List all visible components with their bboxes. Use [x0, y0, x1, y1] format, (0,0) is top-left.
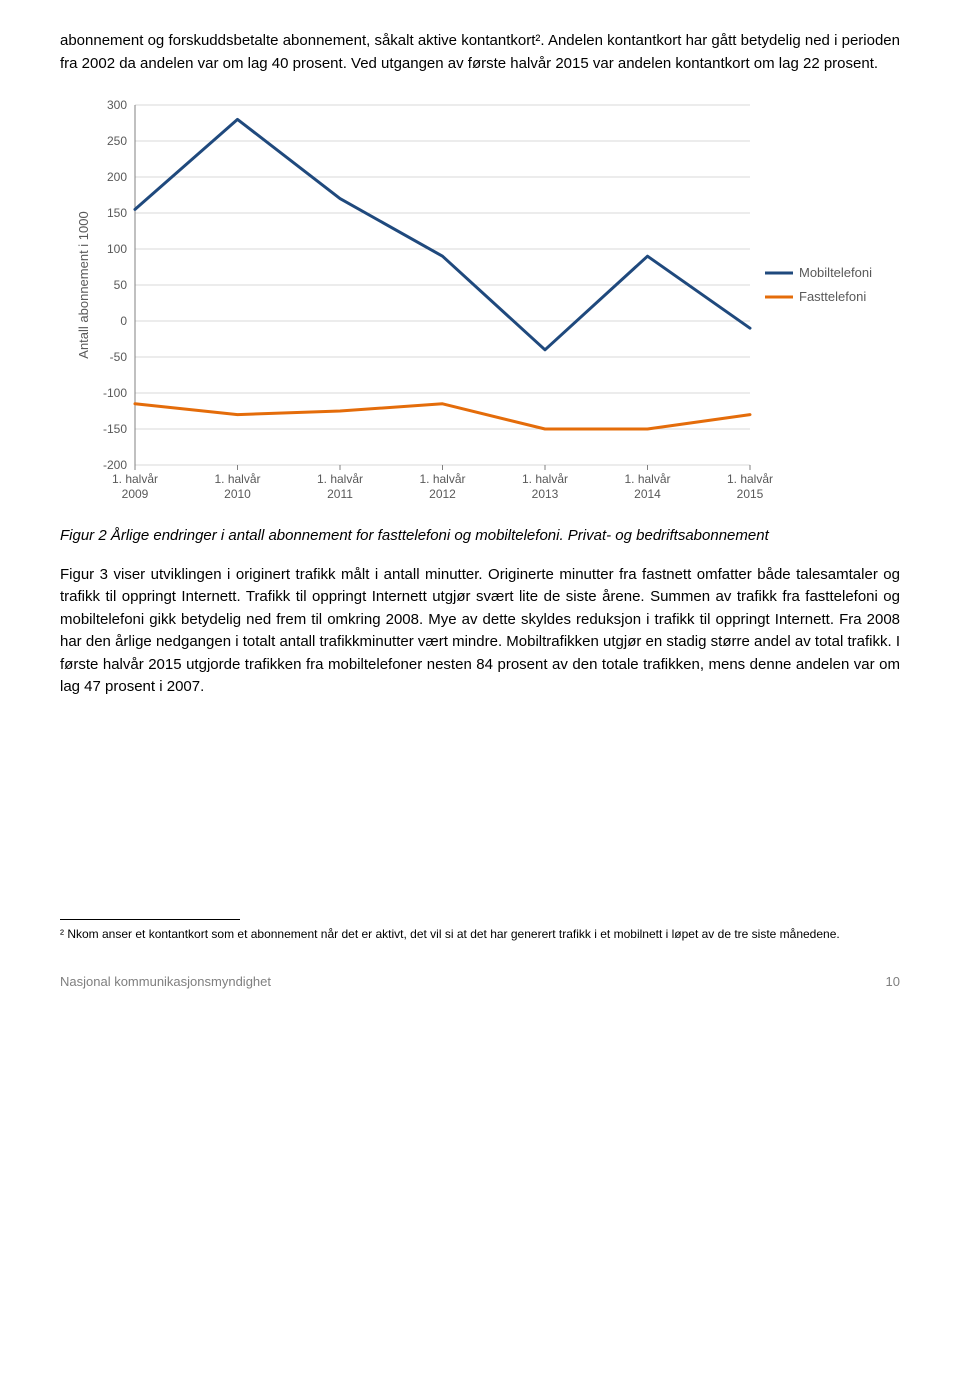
- page-number: 10: [886, 972, 900, 992]
- svg-text:-150: -150: [103, 422, 127, 436]
- footnote-separator: [60, 919, 240, 920]
- svg-text:1. halvår: 1. halvår: [727, 472, 773, 486]
- svg-text:250: 250: [107, 134, 127, 148]
- svg-text:1. halvår: 1. halvår: [624, 472, 670, 486]
- svg-text:2010: 2010: [224, 487, 251, 501]
- svg-text:-200: -200: [103, 458, 127, 472]
- line-chart: -200 -150 -100 -50 0 50 100 150 200 250 300 1. halv…: [60, 95, 900, 515]
- svg-text:Fasttelefoni: Fasttelefoni: [799, 289, 866, 304]
- svg-text:1. halvår: 1. halvår: [419, 472, 465, 486]
- svg-text:2012: 2012: [429, 487, 456, 501]
- svg-text:100: 100: [107, 242, 127, 256]
- footer-org: Nasjonal kommunikasjonsmyndighet: [60, 972, 271, 992]
- footnote: ² Nkom anser et kontantkort som et abonn…: [60, 926, 900, 943]
- svg-text:2015: 2015: [737, 487, 764, 501]
- svg-text:150: 150: [107, 206, 127, 220]
- svg-text:Mobiltelefoni: Mobiltelefoni: [799, 265, 872, 280]
- svg-text:1. halvår: 1. halvår: [317, 472, 363, 486]
- paragraph-body: Figur 3 viser utviklingen i originert tr…: [60, 564, 900, 699]
- svg-text:2009: 2009: [122, 487, 149, 501]
- svg-text:300: 300: [107, 98, 127, 112]
- svg-text:1. halvår: 1. halvår: [522, 472, 568, 486]
- svg-text:200: 200: [107, 170, 127, 184]
- svg-text:0: 0: [120, 314, 127, 328]
- svg-text:1. halvår: 1. halvår: [112, 472, 158, 486]
- paragraph-intro: abonnement og forskuddsbetalte abonnemen…: [60, 30, 900, 75]
- svg-text:Antall abonnement i 1000: Antall abonnement i 1000: [76, 211, 91, 358]
- svg-text:1. halvår: 1. halvår: [214, 472, 260, 486]
- svg-text:2011: 2011: [327, 487, 353, 501]
- svg-text:-100: -100: [103, 386, 127, 400]
- svg-text:2013: 2013: [532, 487, 559, 501]
- svg-text:50: 50: [114, 278, 128, 292]
- svg-text:2014: 2014: [634, 487, 661, 501]
- figure-caption: Figur 2 Årlige endringer i antall abonne…: [60, 525, 900, 548]
- svg-text:-50: -50: [110, 350, 128, 364]
